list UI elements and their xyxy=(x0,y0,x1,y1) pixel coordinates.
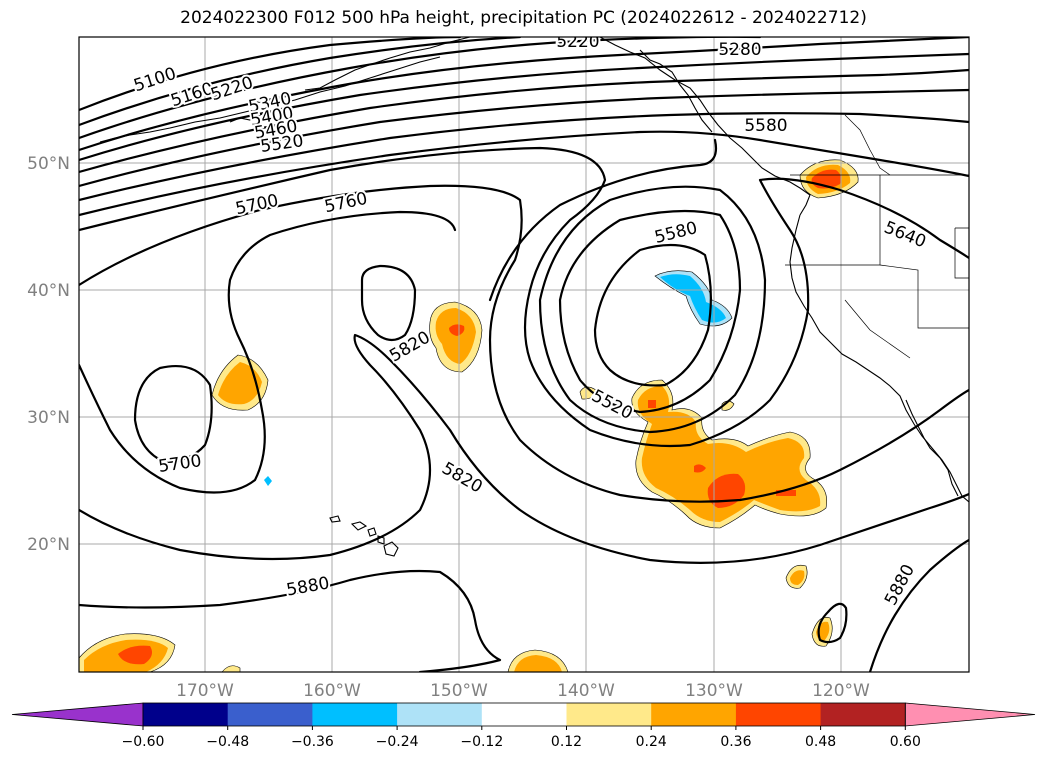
colorbar-tick-label: −0.36 xyxy=(291,734,334,750)
colorbar-segment xyxy=(481,703,567,726)
colorbar-tick-label: −0.24 xyxy=(376,734,419,750)
longitude-labels: 170°W 160°W 150°W 140°W 130°W 120°W xyxy=(176,681,870,701)
precip-area xyxy=(637,386,821,522)
precip-area-negative xyxy=(264,476,272,486)
lon-label: 140°W xyxy=(557,681,615,701)
precip-area xyxy=(790,570,805,585)
precip-area xyxy=(694,464,706,473)
precip-area xyxy=(648,400,656,408)
colorbar-tick-label: 0.60 xyxy=(890,734,921,750)
map-title: 2024022300 F012 500 hPa height, precipit… xyxy=(180,8,867,28)
lon-label: 160°W xyxy=(303,681,361,701)
precip-area xyxy=(221,665,241,672)
precip-area xyxy=(449,324,465,336)
colorbar: −0.60 −0.48 −0.36 −0.24 −0.12 0.12 0.24 0.36 0.4… xyxy=(11,702,1036,750)
lat-label: 40°N xyxy=(27,281,70,301)
precip-area xyxy=(118,645,152,665)
height-contours xyxy=(79,37,969,672)
colorbar-segment xyxy=(227,703,313,726)
lon-label: 170°W xyxy=(176,681,234,701)
colorbar-extend-low xyxy=(11,702,144,727)
lat-label: 50°N xyxy=(27,154,70,174)
lat-label: 30°N xyxy=(27,408,70,428)
lon-label: 130°W xyxy=(685,681,743,701)
colorbar-segment xyxy=(735,703,822,726)
colorbar-segment xyxy=(143,703,229,726)
colorbar-extend-high xyxy=(904,702,1036,727)
precipitation-shading xyxy=(79,159,859,672)
contour-label: 5220 xyxy=(556,32,599,52)
precip-area xyxy=(435,308,476,364)
precip-area xyxy=(514,655,562,672)
colorbar-segment xyxy=(651,703,737,726)
colorbar-segment xyxy=(820,703,906,726)
colorbar-tick-label: −0.12 xyxy=(460,734,503,750)
colorbar-tick-label: 0.12 xyxy=(551,734,582,750)
colorbar-segment xyxy=(397,703,483,726)
colorbar-tick-label: −0.60 xyxy=(122,734,165,750)
map-frame xyxy=(78,36,970,673)
latitude-labels: 50°N 40°N 30°N 20°N xyxy=(27,154,70,555)
precip-area xyxy=(218,362,262,405)
colorbar-tick-label: 0.24 xyxy=(636,734,667,750)
colorbar-tick-label: −0.48 xyxy=(206,734,249,750)
lon-label: 150°W xyxy=(430,681,488,701)
colorbar-tick-label: 0.36 xyxy=(720,734,751,750)
map-background xyxy=(79,37,969,672)
graticule xyxy=(79,37,969,672)
colorbar-segment xyxy=(566,703,652,726)
colorbar-outline xyxy=(142,702,906,727)
colorbar-tick-label: 0.48 xyxy=(805,734,836,750)
lon-label: 120°W xyxy=(812,681,870,701)
contour-label: 5280 xyxy=(718,40,761,60)
contour-label: 5580 xyxy=(744,116,787,136)
lat-label: 20°N xyxy=(27,535,70,555)
contour-label: 5520 xyxy=(259,131,305,157)
colorbar-segment xyxy=(312,703,398,726)
